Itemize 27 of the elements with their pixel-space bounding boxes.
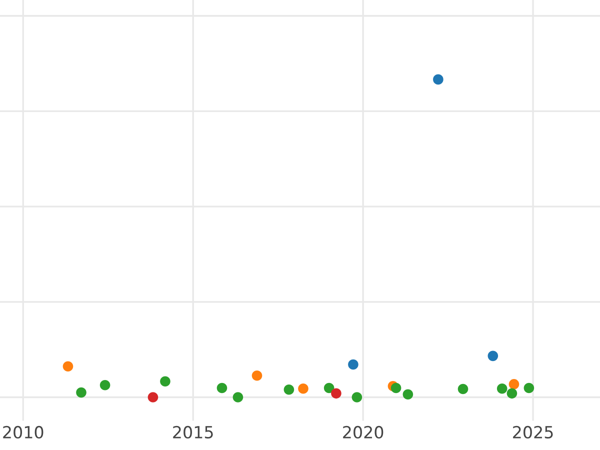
point — [232, 392, 244, 402]
point — [100, 380, 110, 390]
point — [496, 384, 508, 394]
point — [524, 382, 534, 394]
point — [390, 382, 402, 394]
x-tick-label: 2010 — [3, 426, 44, 439]
point — [488, 350, 498, 362]
point — [284, 384, 294, 395]
point — [458, 384, 468, 394]
point — [298, 384, 308, 394]
point — [148, 392, 158, 402]
point — [433, 74, 444, 85]
point — [324, 382, 334, 394]
point — [348, 359, 358, 370]
x-tick-label: 2015 — [173, 426, 213, 439]
point — [331, 388, 342, 399]
point — [62, 361, 74, 372]
point — [252, 370, 262, 381]
point — [402, 389, 414, 400]
x-tick-label: 2020 — [343, 426, 384, 439]
point — [508, 379, 520, 390]
point — [216, 382, 228, 394]
x-tick-label: 2025 — [513, 426, 553, 439]
point — [352, 392, 362, 402]
point — [160, 376, 170, 386]
point — [76, 387, 86, 398]
point — [506, 388, 518, 399]
